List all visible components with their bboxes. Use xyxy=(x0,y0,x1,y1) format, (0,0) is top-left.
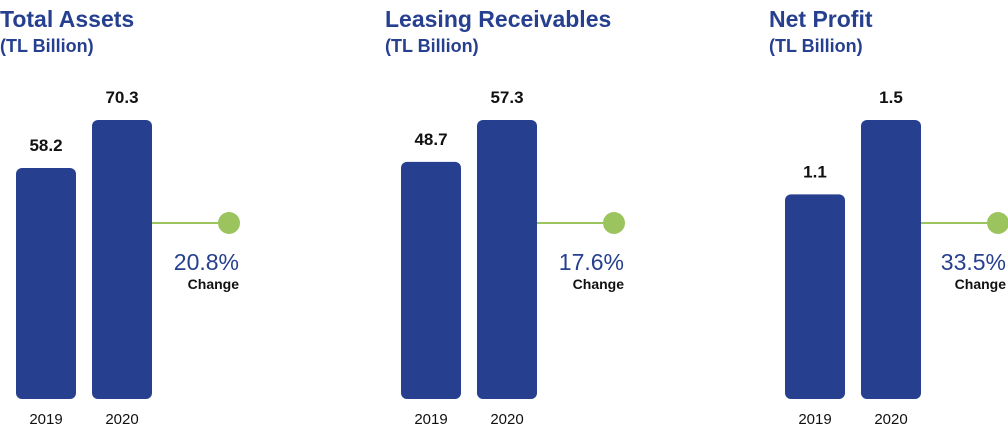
chart-title: Total Assets xyxy=(0,6,134,32)
change-percentage: 33.5% xyxy=(941,249,1006,275)
bar xyxy=(16,168,76,399)
bar xyxy=(92,120,152,399)
chart-panel: Total Assets (TL Billion) 58.2 2019 70.3 2020… xyxy=(0,6,240,428)
year-label: 2020 xyxy=(874,411,907,428)
chart-panel: Net Profit (TL Billion) 1.1 2019 1.5 2020 33.5… xyxy=(769,6,1008,428)
chart-subtitle: (TL Billion) xyxy=(385,36,479,56)
year-label: 2019 xyxy=(798,411,831,428)
chart-title: Leasing Receivables xyxy=(385,6,611,32)
change-label: Change xyxy=(955,276,1007,292)
change-marker-dot xyxy=(218,212,240,234)
chart-title: Net Profit xyxy=(769,6,873,32)
year-label: 2020 xyxy=(105,411,138,428)
chart-subtitle: (TL Billion) xyxy=(0,36,94,56)
bar xyxy=(401,161,461,399)
year-label: 2019 xyxy=(29,411,62,428)
change-marker-dot xyxy=(603,212,625,234)
change-marker-dot xyxy=(987,212,1008,234)
value-label: 57.3 xyxy=(490,88,523,107)
year-label: 2020 xyxy=(490,411,523,428)
value-label: 48.7 xyxy=(414,130,447,149)
chart-panel: Leasing Receivables (TL Billion) 48.7 2019 5… xyxy=(385,6,625,428)
value-label: 70.3 xyxy=(105,88,138,107)
value-label: 58.2 xyxy=(29,136,62,155)
value-label: 1.5 xyxy=(879,88,903,107)
change-label: Change xyxy=(188,276,240,292)
change-label: Change xyxy=(573,276,625,292)
bar xyxy=(477,120,537,399)
year-label: 2019 xyxy=(414,411,447,428)
bar xyxy=(785,194,845,399)
bar xyxy=(861,120,921,399)
change-percentage: 17.6% xyxy=(559,249,624,275)
chart-subtitle: (TL Billion) xyxy=(769,36,863,56)
value-label: 1.1 xyxy=(803,162,827,181)
change-percentage: 20.8% xyxy=(174,249,239,275)
